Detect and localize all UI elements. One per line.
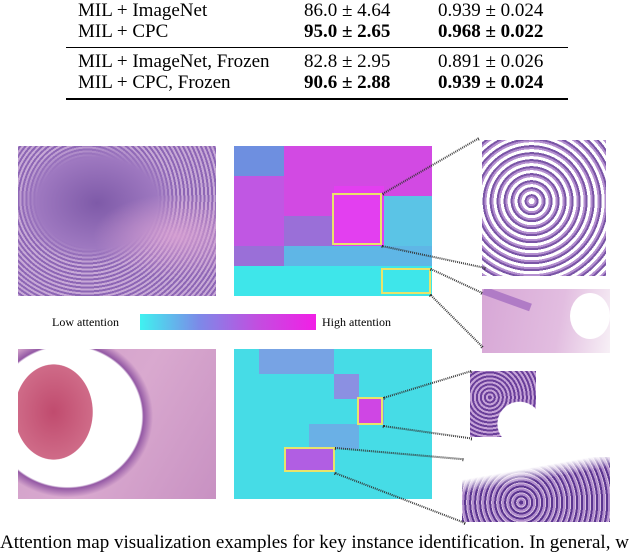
highlight-box [284, 447, 335, 472]
auc-cell: 0.891 ± 0.026 [438, 51, 544, 72]
auc-cell: 0.939 ± 0.024 [438, 0, 544, 21]
auc-cell: 0.939 ± 0.024 [438, 72, 544, 93]
attention-hotspot [285, 448, 334, 471]
attention-map-top [234, 146, 432, 296]
attention-hotspot [359, 399, 382, 424]
accuracy-cell: 82.8 ± 2.95 [304, 51, 391, 72]
connector-line [430, 268, 483, 294]
highlight-box [332, 193, 382, 245]
method-cell: MIL + CPC, Frozen [78, 72, 231, 93]
highlight-box [357, 397, 383, 425]
zoom-crop-bottom-2 [462, 457, 610, 522]
method-cell: MIL + ImageNet [78, 0, 208, 21]
accuracy-cell: 90.6 ± 2.88 [304, 72, 391, 93]
figure-caption: Attention map visualization examples for… [0, 532, 629, 553]
table-row: MIL + CPC, Frozen 90.6 ± 2.88 0.939 ± 0.… [66, 72, 568, 94]
table-bottomrule [66, 98, 568, 100]
table-row: MIL + ImageNet, Frozen 82.8 ± 2.95 0.891… [66, 51, 568, 73]
zoom-crop-top-2 [482, 289, 610, 353]
accuracy-cell: 86.0 ± 4.64 [304, 0, 391, 21]
attention-map-bottom [234, 349, 432, 499]
tissue-image-bottom [18, 349, 216, 499]
accuracy-cell: 95.0 ± 2.65 [304, 21, 391, 42]
connector-line [429, 294, 484, 348]
zoom-crop-top-1 [482, 140, 606, 276]
colorbar-low-label: Low attention [52, 315, 119, 329]
highlight-box [381, 268, 431, 294]
method-cell: MIL + CPC [78, 21, 169, 42]
colorbar-high-label: High attention [322, 315, 391, 329]
tissue-image-top [18, 146, 216, 296]
zoom-crop-bottom-1 [470, 371, 536, 437]
attention-colorbar [140, 314, 316, 330]
auc-cell: 0.968 ± 0.022 [438, 21, 544, 42]
table-row: MIL + ImageNet 86.0 ± 4.64 0.939 ± 0.024 [66, 0, 568, 22]
table-midrule [66, 47, 568, 48]
method-cell: MIL + ImageNet, Frozen [78, 51, 270, 72]
table-row: MIL + CPC 95.0 ± 2.65 0.968 ± 0.022 [66, 21, 568, 43]
